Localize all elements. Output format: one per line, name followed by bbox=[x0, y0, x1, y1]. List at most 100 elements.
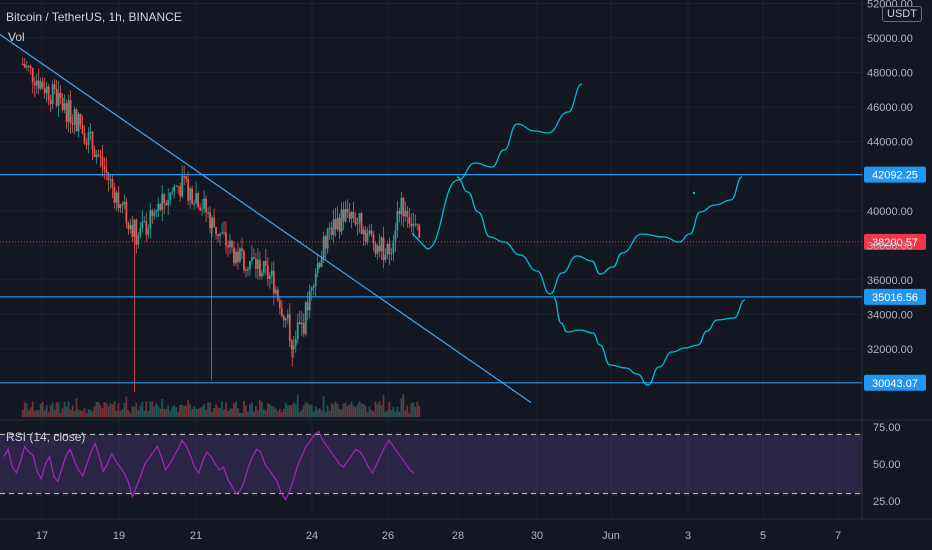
candle-body bbox=[390, 252, 393, 254]
volume-bar bbox=[41, 401, 44, 417]
candle-body bbox=[91, 131, 94, 150]
candle-body bbox=[378, 245, 381, 252]
candle-body bbox=[165, 203, 168, 206]
volume-bar bbox=[43, 410, 46, 417]
volume-bar bbox=[372, 411, 375, 417]
candle-body bbox=[294, 338, 297, 346]
volume-bar bbox=[384, 411, 387, 417]
candle-body bbox=[139, 228, 142, 236]
volume-bar bbox=[81, 411, 84, 417]
candle-body bbox=[137, 235, 140, 245]
volume-bar bbox=[103, 402, 106, 417]
price-tick-label: 32000.00 bbox=[867, 344, 913, 356]
candle-body bbox=[39, 81, 42, 89]
candle-body bbox=[276, 289, 279, 301]
candle-body bbox=[292, 345, 295, 350]
level-price-label: 35016.56 bbox=[872, 292, 918, 304]
volume-bar bbox=[107, 406, 110, 417]
level-price-tag bbox=[864, 288, 926, 305]
volume-bar bbox=[31, 401, 34, 417]
volume-bar bbox=[256, 410, 259, 417]
currency-badge[interactable]: USDT bbox=[882, 6, 922, 22]
candle-body bbox=[97, 154, 100, 156]
drawings[interactable]: 42092.25 35016.56 30043.07 38200.57 bbox=[0, 34, 926, 404]
volume-bar bbox=[35, 409, 38, 417]
candle-body bbox=[298, 322, 301, 325]
volume-bar bbox=[326, 405, 329, 417]
candle-body bbox=[412, 224, 415, 227]
candle-body bbox=[83, 132, 86, 144]
candle-body bbox=[318, 262, 321, 268]
volume-bar bbox=[193, 406, 196, 417]
candle-body bbox=[364, 229, 367, 242]
candle-body bbox=[157, 203, 160, 211]
volume-bar bbox=[378, 401, 381, 417]
volume-bar bbox=[215, 404, 217, 417]
price-tick-label: 44000.00 bbox=[867, 137, 913, 149]
candle-body bbox=[63, 103, 66, 110]
candle-body bbox=[296, 322, 299, 339]
volume-bar bbox=[318, 408, 321, 417]
volume-bar bbox=[183, 406, 186, 417]
volume-bar bbox=[338, 408, 341, 417]
candle-body bbox=[75, 109, 78, 132]
candle-body bbox=[121, 204, 124, 206]
candle-body bbox=[209, 212, 211, 229]
time-tick-label: 26 bbox=[382, 530, 394, 542]
candle-body bbox=[372, 234, 375, 244]
candle-body bbox=[376, 245, 379, 254]
volume-bar bbox=[187, 399, 190, 417]
volume-bar bbox=[109, 403, 112, 417]
volume-bar bbox=[292, 402, 295, 417]
candle-body bbox=[272, 270, 275, 294]
volume-bar bbox=[304, 402, 307, 417]
candle-body bbox=[322, 236, 325, 259]
volume-bar bbox=[310, 404, 313, 417]
candle-body bbox=[392, 240, 395, 253]
volume-bar bbox=[258, 400, 261, 417]
candle-body bbox=[400, 197, 403, 214]
volume-bar bbox=[95, 402, 98, 417]
volume-bar bbox=[55, 402, 58, 417]
volume-bar bbox=[73, 410, 76, 417]
volume-bar bbox=[51, 402, 54, 417]
candle-body bbox=[211, 217, 213, 229]
volume-bar bbox=[177, 411, 180, 417]
volume-bar bbox=[418, 406, 421, 417]
candle-body bbox=[300, 322, 303, 325]
candle-body bbox=[278, 300, 281, 309]
candle-body bbox=[249, 261, 251, 270]
volume-bar bbox=[352, 405, 355, 417]
rsi-tick-label: 25.00 bbox=[873, 496, 901, 508]
volume-bar bbox=[145, 401, 148, 417]
volume-bar bbox=[191, 409, 194, 417]
price-tick-label: 50000.00 bbox=[867, 33, 913, 45]
volume-bar bbox=[149, 401, 152, 417]
candle-body bbox=[225, 232, 227, 246]
current-price-label: 38200.57 bbox=[872, 237, 918, 249]
volume-bar bbox=[284, 402, 287, 417]
candle-body bbox=[358, 213, 361, 224]
volume-bar bbox=[414, 406, 417, 417]
volume-bar bbox=[276, 411, 279, 417]
candle-body bbox=[274, 289, 277, 294]
volume-bar bbox=[396, 406, 399, 417]
volume-bar bbox=[121, 409, 124, 417]
volume-bar bbox=[101, 408, 104, 417]
candle-body bbox=[251, 257, 253, 262]
volume-bar bbox=[59, 412, 62, 417]
volume-bar bbox=[380, 404, 383, 417]
volume-bar bbox=[332, 404, 335, 417]
candle-body bbox=[235, 251, 237, 264]
candle-body bbox=[342, 209, 345, 222]
candle-body bbox=[69, 100, 72, 124]
forecast-connector bbox=[411, 232, 428, 250]
candle-body bbox=[115, 192, 118, 203]
candle-body bbox=[243, 251, 245, 270]
candle-body bbox=[101, 156, 104, 167]
volume-bar bbox=[127, 409, 130, 417]
price-tick-label: 52000.00 bbox=[867, 0, 913, 10]
volume-bar bbox=[61, 408, 64, 417]
volume-bar bbox=[97, 402, 100, 417]
